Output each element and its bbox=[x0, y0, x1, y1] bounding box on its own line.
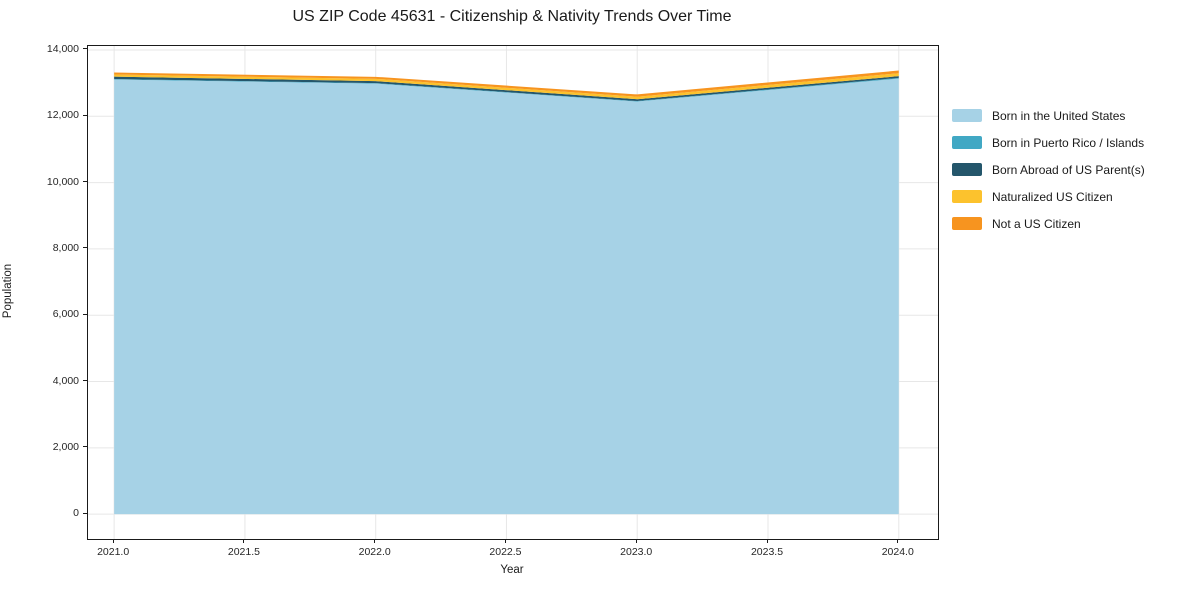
x-tick-label: 2021.5 bbox=[227, 546, 260, 558]
x-tick-label: 2022.0 bbox=[358, 546, 391, 558]
legend-swatch bbox=[952, 217, 982, 230]
area-series bbox=[114, 78, 899, 515]
area-series bbox=[114, 70, 899, 97]
stacked-area-chart bbox=[88, 46, 938, 539]
legend-swatch bbox=[952, 109, 982, 122]
legend-item: Born in the United States bbox=[952, 102, 1145, 129]
y-tick-label: 14,000 bbox=[46, 42, 79, 55]
x-tick-mark bbox=[766, 539, 768, 543]
legend-swatch bbox=[952, 136, 982, 149]
y-tick-mark bbox=[83, 48, 87, 50]
legend-swatch bbox=[952, 163, 982, 176]
area-series bbox=[114, 76, 899, 102]
legend-item: Not a US Citizen bbox=[952, 210, 1145, 237]
legend-label: Born in the United States bbox=[992, 108, 1126, 123]
y-tick-mark bbox=[83, 313, 87, 315]
y-tick-mark bbox=[83, 114, 87, 116]
legend-label: Born Abroad of US Parent(s) bbox=[992, 162, 1145, 177]
x-tick-mark bbox=[897, 539, 899, 543]
chart-title: US ZIP Code 45631 - Citizenship & Nativi… bbox=[292, 8, 732, 25]
x-axis-label: Year bbox=[500, 564, 524, 576]
y-tick-label: 8,000 bbox=[52, 241, 79, 254]
legend-item: Born Abroad of US Parent(s) bbox=[952, 156, 1145, 183]
y-axis-label: Population bbox=[2, 263, 14, 319]
y-tick-mark bbox=[83, 247, 87, 249]
y-tick-mark bbox=[83, 512, 87, 514]
legend-item: Born in Puerto Rico / Islands bbox=[952, 129, 1145, 156]
x-tick-label: 2022.5 bbox=[489, 546, 522, 558]
y-tick-mark bbox=[83, 181, 87, 183]
x-tick-mark bbox=[243, 539, 245, 543]
y-tick-label: 10,000 bbox=[46, 175, 79, 188]
legend-label: Not a US Citizen bbox=[992, 216, 1081, 231]
legend-label: Naturalized US Citizen bbox=[992, 189, 1113, 204]
x-tick-label: 2021.0 bbox=[97, 546, 130, 558]
legend-swatch bbox=[952, 190, 982, 203]
legend-label: Born in Puerto Rico / Islands bbox=[992, 135, 1145, 150]
x-tick-mark bbox=[635, 539, 637, 543]
y-tick-label: 12,000 bbox=[46, 109, 79, 122]
y-tick-mark bbox=[83, 380, 87, 382]
y-tick-label: 0 bbox=[73, 507, 79, 520]
x-tick-label: 2024.0 bbox=[881, 546, 914, 558]
x-tick-label: 2023.0 bbox=[620, 546, 653, 558]
area-series bbox=[114, 73, 899, 100]
x-tick-mark bbox=[112, 539, 114, 543]
x-tick-label: 2023.5 bbox=[750, 546, 784, 558]
x-tick-mark bbox=[374, 539, 376, 543]
plot-area bbox=[87, 45, 939, 540]
x-tick-mark bbox=[504, 539, 506, 543]
legend: Born in the United States Born in Puerto … bbox=[952, 102, 1145, 237]
y-tick-label: 2,000 bbox=[52, 440, 79, 453]
area-series bbox=[114, 77, 899, 102]
y-tick-label: 4,000 bbox=[52, 374, 79, 387]
y-tick-label: 6,000 bbox=[52, 308, 79, 321]
legend-item: Naturalized US Citizen bbox=[952, 183, 1145, 210]
y-tick-mark bbox=[83, 446, 87, 448]
